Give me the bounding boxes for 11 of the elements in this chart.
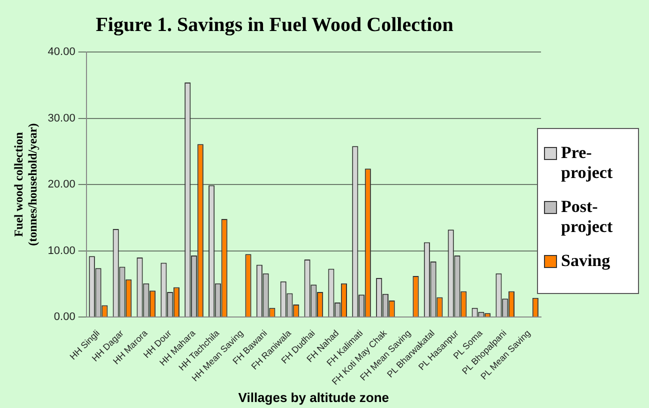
legend-label: Post-project <box>561 197 614 237</box>
chart-title: Figure 1. Savings in Fuel Wood Collection <box>96 14 454 36</box>
y-tick-label: 30.00 <box>48 112 76 124</box>
y-axis-title: Fuel wood collection (tonnes/household/year) <box>11 123 40 246</box>
x-axis-title: Villages by altitude zone <box>238 390 390 405</box>
legend-label: Pre-project <box>561 143 614 183</box>
y-tick-label: 20.00 <box>48 178 76 191</box>
legend-label: Saving <box>561 251 610 271</box>
y-tick-label: 10.00 <box>48 244 76 257</box>
y-tick-label: 40.00 <box>48 46 76 58</box>
y-tick-label: 0.00 <box>54 311 76 324</box>
